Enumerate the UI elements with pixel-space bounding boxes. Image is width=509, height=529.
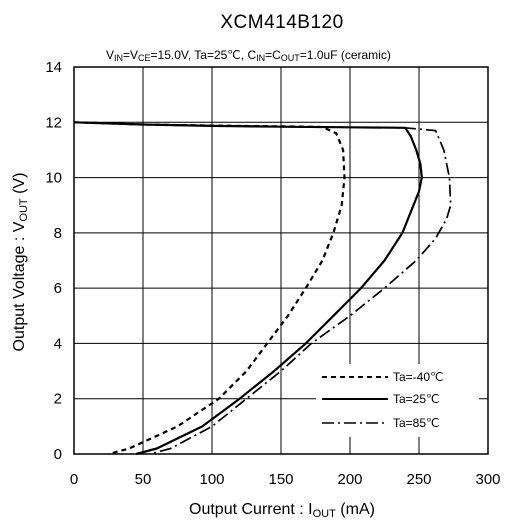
subtitle-mid: =15.0V, Ta=25℃, C	[151, 48, 257, 62]
y-axis-label-suffix: (V)	[11, 173, 28, 199]
x-axis-label-sub: OUT	[313, 508, 337, 520]
x-tick-label: 150	[268, 471, 293, 488]
subtitle-vce-sub: CE	[138, 53, 151, 63]
chart-subtitle: VIN=VCE=15.0V, Ta=25℃, CIN=COUT=1.0uF (c…	[106, 48, 391, 63]
legend-label-25: Ta=25℃	[393, 392, 440, 406]
y-tick-label: 2	[54, 391, 62, 408]
y-tick-label: 4	[54, 335, 62, 352]
plot-frame	[73, 66, 489, 455]
y-axis-label-prefix: Output Voltage : V	[11, 221, 28, 351]
x-tick-label: 50	[135, 471, 152, 488]
legend: Ta=-40℃ Ta=25℃ Ta=85℃	[316, 364, 479, 437]
series-line-2	[73, 121, 452, 455]
x-axis-label-prefix: Output Current : I	[189, 501, 313, 518]
y-tick-label: 12	[45, 114, 62, 131]
y-tick-labels: 0 2 4 6 8 10 12 14	[45, 59, 62, 463]
subtitle-vin-sub: IN	[114, 53, 123, 63]
subtitle-cin-sub: IN	[256, 53, 265, 63]
subtitle-eq1: =V	[123, 48, 138, 62]
x-tick-label: 200	[337, 471, 362, 488]
subtitle-tail: =1.0uF (ceramic)	[300, 48, 391, 62]
y-axis-label: Output Voltage : VOUT (V)	[11, 173, 30, 352]
y-axis-label-sub: OUT	[18, 198, 30, 222]
grid	[73, 66, 489, 455]
chart-title: XCM414B120	[220, 12, 343, 33]
y-tick-label: 10	[45, 170, 62, 187]
x-tick-labels: 0 50 100 150 200 250 300	[70, 471, 501, 488]
x-tick-label: 250	[406, 471, 431, 488]
y-tick-label: 14	[45, 59, 62, 76]
series-line-1	[73, 121, 423, 456]
x-axis-label-suffix: (mA)	[336, 501, 375, 518]
x-tick-label: 300	[475, 471, 500, 488]
legend-label-minus40: Ta=-40℃	[393, 370, 444, 384]
y-tick-label: 0	[54, 446, 62, 463]
subtitle-cout-sub: OUT	[281, 53, 301, 63]
subtitle-vin: V	[106, 48, 114, 62]
x-tick-label: 0	[70, 471, 78, 488]
legend-label-85: Ta=85℃	[393, 416, 440, 430]
subtitle-eq2: =C	[265, 48, 281, 62]
series-group	[73, 121, 452, 456]
x-axis-label: Output Current : IOUT (mA)	[189, 501, 375, 520]
x-tick-label: 100	[199, 471, 224, 488]
y-tick-label: 6	[54, 280, 62, 297]
y-tick-label: 8	[54, 225, 62, 242]
